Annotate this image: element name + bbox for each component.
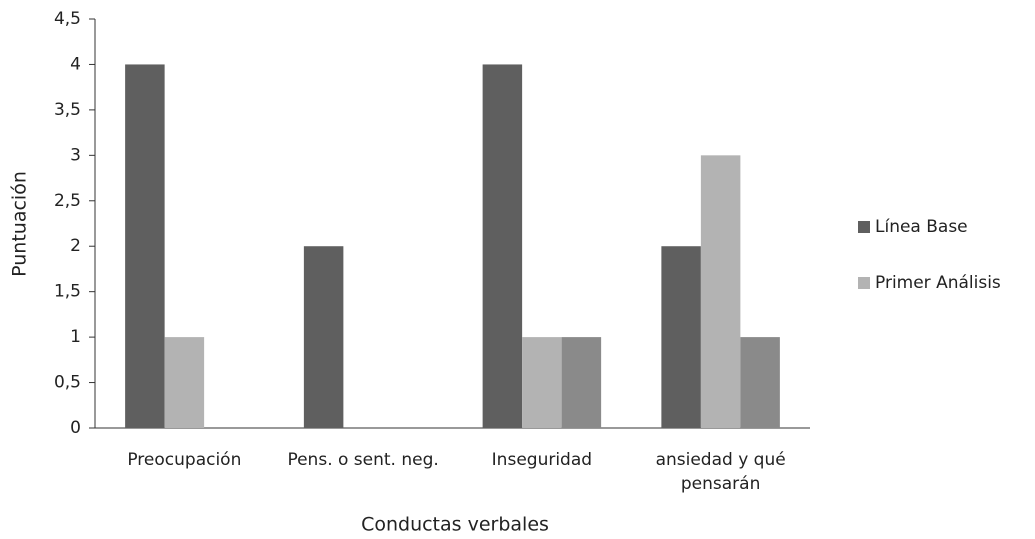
bar: [740, 337, 780, 428]
y-tick-label: 1,5: [54, 282, 81, 302]
bar: [522, 337, 562, 428]
bar: [561, 337, 602, 428]
bar: [303, 246, 344, 428]
y-tick-label: 1: [70, 327, 81, 347]
y-axis-label: Puntuación: [9, 171, 31, 277]
y-tick-label: 2: [70, 236, 81, 256]
y-tick-label: 0,5: [54, 373, 81, 393]
legend-swatch: [858, 277, 870, 289]
bar: [125, 64, 165, 428]
y-tick-label: 2,5: [54, 191, 81, 211]
y-tick-label: 0: [70, 418, 81, 438]
bar: [700, 155, 741, 429]
x-tick-label: Preocupación: [127, 450, 242, 470]
bar: [482, 64, 523, 428]
x-tick-label: Inseguridad: [491, 450, 593, 470]
legend-label: Línea Base: [875, 217, 968, 237]
legend-swatch: [858, 221, 870, 233]
x-tick-label: ansiedad y qué pensarán: [655, 450, 786, 494]
x-axis-label: Conductas verbales: [361, 514, 549, 536]
y-tick-label: 4: [70, 54, 81, 74]
y-tick-label: 3,5: [54, 100, 81, 120]
y-tick-label: 4,5: [54, 9, 81, 29]
y-tick-label: 3: [70, 145, 81, 165]
bar: [661, 246, 701, 428]
legend-label: Primer Análisis: [875, 273, 1001, 293]
bar: [164, 337, 205, 428]
x-tick-label: Pens. o sent. neg.: [287, 450, 439, 470]
